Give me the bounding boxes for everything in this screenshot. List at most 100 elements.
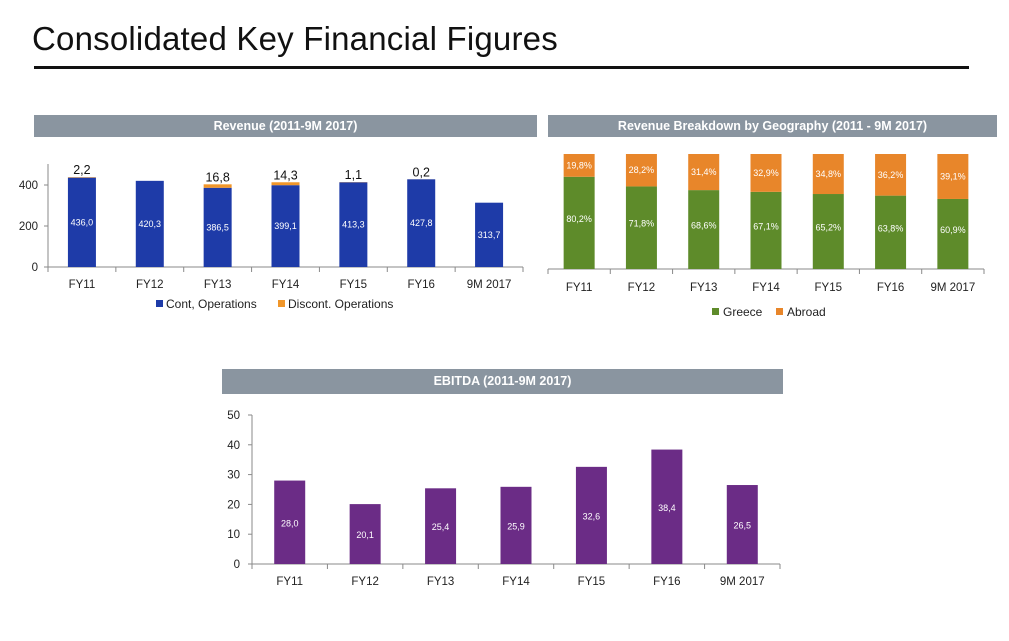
legend-greece-swatch [712,308,719,315]
revenue-cont-bar [339,182,368,267]
geo-abroad-bar [625,154,657,187]
ebitda-bar [575,466,607,564]
revenue-category-label: FY13 [204,279,232,291]
legend-greece-label: Greece [723,305,763,319]
geo-abroad-label: 36,2% [878,170,904,180]
revenue-category-label: FY11 [69,279,96,291]
revenue-discont-label: 14,3 [273,168,297,182]
ebitda-y-tick-label: 50 [227,410,240,422]
geo-abroad-label: 28,2% [629,165,655,175]
geo-abroad-label: 34,8% [816,169,842,179]
ebitda-bar [726,485,758,564]
ebitda-bar [651,449,683,564]
revenue-y-tick-label: 0 [32,262,38,274]
revenue-cont-label: 386,5 [206,222,229,232]
ebitda-value-label: 32,6 [583,511,601,521]
geo-greece-label: 67,1% [753,221,779,231]
revenue-discont-label: 1,1 [345,168,362,182]
ebitda-category-label: 9M 2017 [720,576,765,588]
revenue-cont-bar [475,202,504,267]
ebitda-chart-header: EBITDA (2011-9M 2017) [222,369,783,394]
geo-abroad-bar [750,154,782,192]
ebitda-value-label: 38,4 [658,503,676,513]
legend-cont-swatch [156,300,163,307]
revenue-category-label: FY14 [272,279,300,291]
revenue-category-label: FY15 [340,279,368,291]
geography-chart-header: Revenue Breakdown by Geography (2011 - 9… [548,115,997,137]
geo-greece-bar [875,195,907,269]
geo-greece-bar [750,191,782,269]
ebitda-value-label: 25,4 [432,522,450,532]
ebitda-y-tick-label: 40 [227,440,240,452]
revenue-chart-header: Revenue (2011-9M 2017) [34,115,537,137]
revenue-y-tick-label: 200 [19,221,38,233]
revenue-cont-bar [135,180,164,267]
geo-abroad-label: 32,9% [753,168,779,178]
ebitda-category-label: FY16 [653,576,681,588]
geo-greece-bar [625,186,657,269]
geo-abroad-label: 39,1% [940,171,966,181]
revenue-discont-label: 0,2 [413,165,430,179]
revenue-discont-bar [203,184,232,188]
ebitda-value-label: 26,5 [734,521,752,531]
geo-category-label: 9M 2017 [930,282,975,294]
ebitda-y-tick-label: 0 [234,559,240,571]
revenue-category-label: 9M 2017 [467,279,512,291]
revenue-cont-label: 399,1 [274,221,297,231]
geo-abroad-label: 19,8% [566,160,592,170]
geo-abroad-bar [937,154,969,199]
legend-cont-label: Cont, Operations [166,297,257,311]
ebitda-y-tick-label: 20 [227,499,240,511]
geo-category-label: FY14 [752,282,780,294]
ebitda-chart: 0 10 20 30 40 50 28,0 FY11 20,1 FY12 25,4 FY13 25,9 F… [227,410,781,588]
geo-abroad-bar [812,154,844,195]
geo-abroad-bar [563,154,595,177]
geo-abroad-label: 31,4% [691,167,717,177]
geo-greece-bar [563,176,595,269]
geo-category-label: FY16 [877,282,905,294]
revenue-y-tick-label: 400 [19,180,38,192]
ebitda-category-label: FY12 [351,576,379,588]
revenue-cont-label: 436,0 [71,217,94,227]
revenue-discont-bar [271,182,300,186]
revenue-cont-label: 413,3 [342,220,365,230]
revenue-discont-label: 16,8 [205,170,229,184]
legend-abroad-label: Abroad [787,305,826,319]
ebitda-bar [274,480,306,564]
geo-greece-bar [812,194,844,269]
geo-category-label: FY12 [628,282,656,294]
geo-greece-label: 60,9% [940,225,966,235]
revenue-category-label: FY12 [136,279,164,291]
geo-greece-label: 80,2% [566,214,592,224]
geo-greece-label: 65,2% [816,223,842,233]
ebitda-y-tick-label: 30 [227,470,240,482]
ebitda-bar [500,486,532,564]
revenue-cont-bar [271,185,300,267]
ebitda-bar [425,488,457,564]
ebitda-category-label: FY11 [276,576,303,588]
geo-greece-bar [688,190,720,269]
revenue-chart: 0 200 400 436,0 2,2 FY11 420,3 FY12 386,5 16,8 FY1… [19,163,524,311]
geo-abroad-bar [875,154,907,196]
revenue-cont-bar [67,177,96,267]
ebitda-value-label: 20,1 [356,530,374,540]
revenue-cont-label: 313,7 [478,230,501,240]
ebitda-value-label: 25,9 [507,521,525,531]
ebitda-y-tick-label: 10 [227,529,240,541]
legend-abroad-swatch [776,308,783,315]
geo-abroad-bar [688,154,720,191]
geography-chart: 80,2% 19,8% FY11 71,8% 28,2% FY12 68,6% 31,4% FY… [547,154,985,319]
legend-discont-swatch [278,300,285,307]
ebitda-value-label: 28,0 [281,518,299,528]
geo-greece-label: 71,8% [629,219,655,229]
geo-greece-label: 63,8% [878,223,904,233]
page-title: Consolidated Key Financial Figures [32,20,558,57]
revenue-cont-bar [203,187,232,267]
revenue-category-label: FY16 [407,279,435,291]
geo-category-label: FY11 [566,282,593,294]
geo-category-label: FY15 [815,282,843,294]
ebitda-category-label: FY13 [427,576,455,588]
revenue-cont-label: 427,8 [410,218,433,228]
geo-greece-bar [937,198,969,269]
legend-discont-label: Discont. Operations [288,297,393,311]
